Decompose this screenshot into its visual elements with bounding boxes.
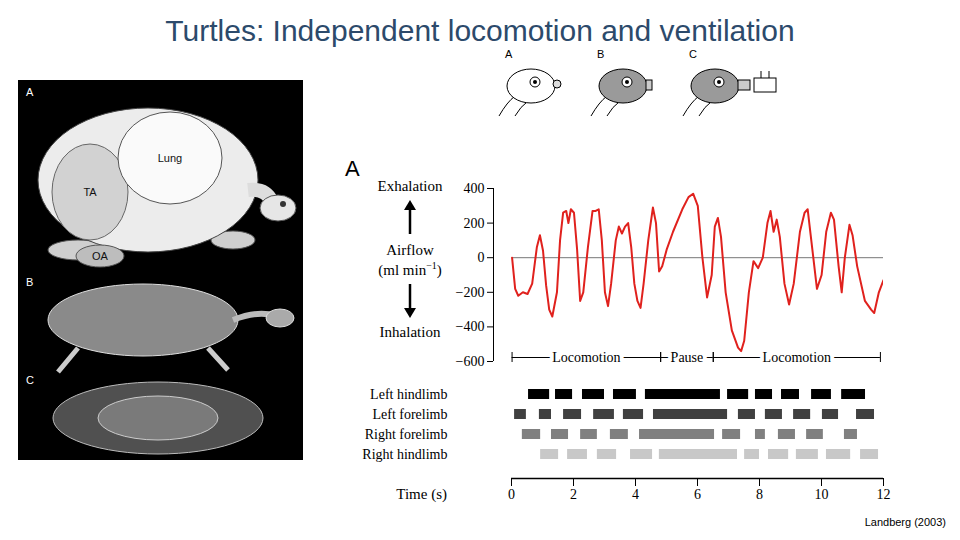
svg-text:200: 200 xyxy=(464,216,485,231)
svg-text:Right forelimb: Right forelimb xyxy=(365,427,448,442)
svg-text:−600: −600 xyxy=(456,354,485,369)
svg-text:Locomotion: Locomotion xyxy=(552,350,620,365)
svg-text:10: 10 xyxy=(815,487,829,502)
svg-text:B: B xyxy=(597,48,604,60)
html-text:Inhalation: Inhalation xyxy=(379,324,441,340)
svg-text:A: A xyxy=(26,86,34,98)
svg-text:OA: OA xyxy=(92,250,109,262)
svg-text:6: 6 xyxy=(694,487,701,502)
svg-text:0: 0 xyxy=(478,250,485,265)
svg-text:Left hindlimb: Left hindlimb xyxy=(370,387,447,402)
svg-text:A: A xyxy=(505,48,513,60)
svg-text:B: B xyxy=(26,276,33,288)
svg-text:C: C xyxy=(689,48,697,60)
html-text:Exhalation: Exhalation xyxy=(377,178,443,194)
svg-text:8: 8 xyxy=(756,487,763,502)
svg-text:Pause: Pause xyxy=(671,350,704,365)
svg-text:Right hindlimb: Right hindlimb xyxy=(362,447,447,462)
svg-text:−200: −200 xyxy=(456,285,485,300)
html-text:(ml min−1): (ml min−1) xyxy=(378,260,442,278)
html-text:A: A xyxy=(345,156,360,181)
svg-text:4: 4 xyxy=(632,487,639,502)
html-text:Airflow: Airflow xyxy=(386,242,434,258)
svg-text:TA: TA xyxy=(83,186,97,198)
html-text:Turtles: Independent locomotio: Turtles: Independent locomotion and vent… xyxy=(165,14,795,47)
svg-text:2: 2 xyxy=(570,487,577,502)
svg-text:0: 0 xyxy=(508,487,515,502)
svg-text:Lung: Lung xyxy=(158,152,182,164)
svg-text:Locomotion: Locomotion xyxy=(763,350,831,365)
html-text:Landberg (2003): Landberg (2003) xyxy=(864,516,946,528)
svg-text:C: C xyxy=(26,374,34,386)
svg-text:400: 400 xyxy=(464,181,485,196)
svg-text:−400: −400 xyxy=(456,319,485,334)
svg-text:Left forelimb: Left forelimb xyxy=(372,407,447,422)
svg-text:12: 12 xyxy=(877,487,891,502)
html-text:Time (s): Time (s) xyxy=(396,486,447,502)
